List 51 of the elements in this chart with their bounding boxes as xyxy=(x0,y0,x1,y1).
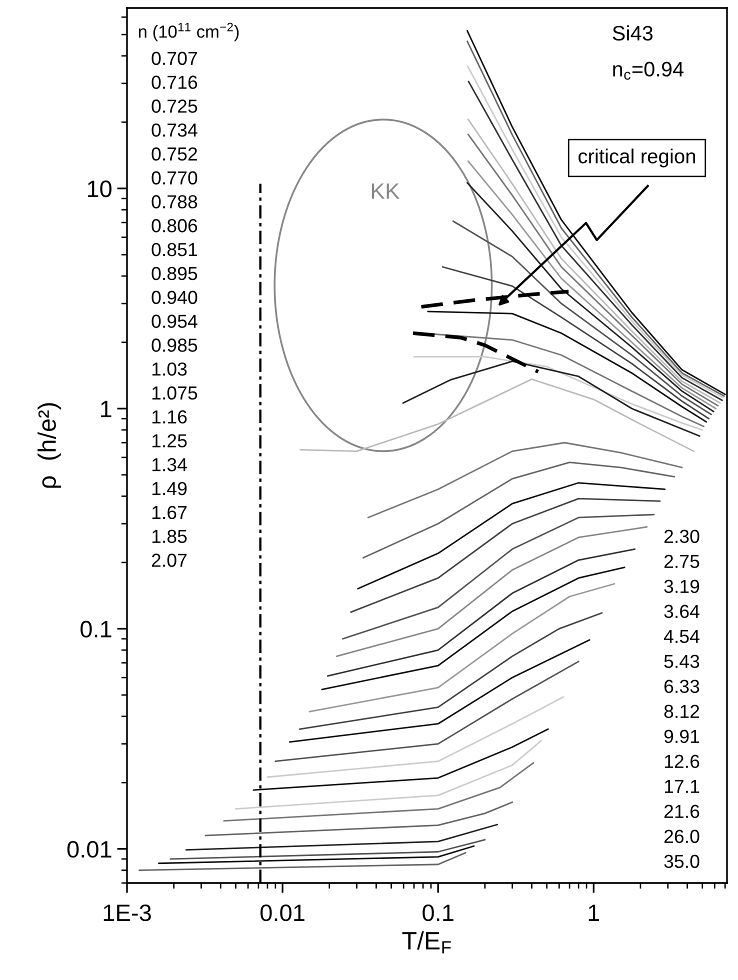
x-tick-label: 1E-3 xyxy=(104,904,151,922)
annotation: 12.6 xyxy=(664,754,700,768)
annotation: 1.67 xyxy=(152,506,187,520)
annotation: 3.19 xyxy=(664,580,700,594)
annotation: 2.30 xyxy=(664,530,700,544)
y-tick-label: 0.01 xyxy=(67,840,112,858)
annotation: 1.34 xyxy=(152,458,187,472)
y-tick-label: 0.1 xyxy=(80,620,112,638)
annotation: 4.54 xyxy=(664,630,700,644)
annotation: 8.12 xyxy=(664,704,700,718)
annotation: 0.788 xyxy=(152,195,198,208)
x-axis-title: T/E$_{F}$ xyxy=(402,931,451,954)
annotation: 0.954 xyxy=(152,314,198,328)
annotation: 17.1 xyxy=(664,780,700,793)
annotation: 0.895 xyxy=(152,266,198,280)
annotation: 1.49 xyxy=(152,482,187,496)
annotation: 2.07 xyxy=(152,554,187,567)
annotation: 2.75 xyxy=(664,554,700,568)
annotation: 0.770 xyxy=(152,171,198,185)
annotation: 1.85 xyxy=(152,530,187,544)
x-tick-label: 1 xyxy=(588,904,600,921)
annotation: n (10$^{11}$ cm$^{−2}$) xyxy=(138,22,239,42)
annotation: 3.64 xyxy=(664,604,700,618)
annotation: 6.33 xyxy=(664,680,700,694)
annotation: 1.25 xyxy=(152,434,187,448)
annotation: n$_{c}$=0.94 xyxy=(613,62,684,80)
y-tick-label: 1 xyxy=(101,400,112,418)
annotation: critical region xyxy=(578,148,696,168)
annotation: 35.0 xyxy=(664,854,700,868)
annotation: 0.725 xyxy=(152,100,198,113)
annotation: 1.075 xyxy=(152,386,198,400)
annotation: 5.43 xyxy=(664,654,700,668)
annotation: 26.0 xyxy=(664,830,700,844)
annotation: 0.985 xyxy=(152,338,198,352)
x-tick-label: 0.1 xyxy=(422,904,454,922)
annotation: 0.806 xyxy=(152,219,198,232)
annotation: 0.707 xyxy=(152,52,197,66)
x-tick-label: 0.01 xyxy=(260,904,304,922)
annotation: 0.851 xyxy=(152,242,198,256)
annotation: 0.940 xyxy=(152,290,198,304)
annotation: 21.6 xyxy=(664,804,700,818)
annotation: 1.16 xyxy=(152,410,187,424)
annotation: 0.716 xyxy=(152,76,198,89)
annotation: 0.752 xyxy=(152,147,197,161)
y-tick-label: 10 xyxy=(88,180,112,198)
annotation: 9.91 xyxy=(664,730,700,744)
annotation: 0.734 xyxy=(152,123,198,137)
annotation: Si43 xyxy=(612,25,653,41)
y-axis-title: ρ (h/e²) xyxy=(38,403,61,488)
annotation: KK xyxy=(372,183,400,199)
annotation: 1.03 xyxy=(152,362,187,376)
